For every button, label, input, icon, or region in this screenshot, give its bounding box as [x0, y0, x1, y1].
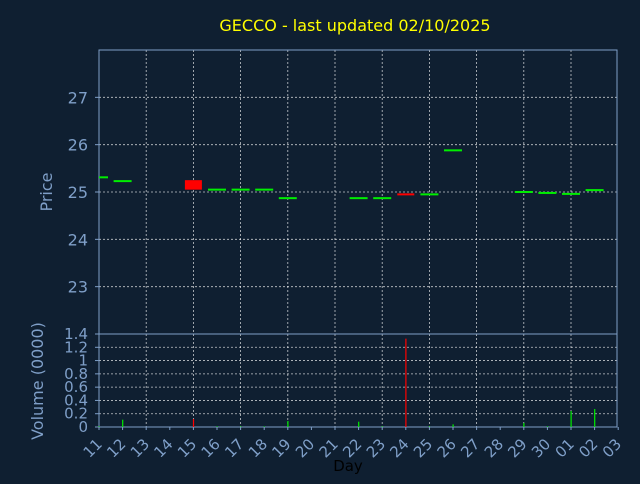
- price-candle: [278, 197, 297, 200]
- volume-bar: [240, 426, 242, 427]
- x-tick-label: 17: [221, 435, 247, 461]
- volume-bar: [405, 338, 407, 427]
- volume-bar: [263, 426, 265, 427]
- x-tick-label: 16: [198, 435, 224, 461]
- price-candle: [255, 188, 274, 191]
- x-tick-label: 13: [127, 435, 153, 461]
- volume-bar: [570, 411, 572, 427]
- volume-bar: [287, 421, 289, 427]
- volume-y-tick-label: 1: [78, 352, 88, 370]
- chart-title: GECCO - last updated 02/10/2025: [219, 16, 490, 35]
- x-tick-label: 19: [268, 435, 294, 461]
- x-axis-label: Day: [333, 457, 363, 475]
- volume-y-tick-label: 1.4: [64, 325, 88, 343]
- volume-bar: [523, 423, 525, 427]
- x-tick-label: 24: [386, 435, 412, 461]
- price-axis-label: Price: [37, 172, 56, 211]
- volume-bar: [192, 419, 195, 427]
- price-panel: 23 24 25 26 27 Price: [37, 49, 618, 335]
- volume-axis-label: Volume (0000): [28, 322, 47, 440]
- price-candle: [420, 193, 439, 196]
- price-y-tick-label: 25: [68, 183, 88, 202]
- price-candle: [514, 191, 533, 193]
- price-candle: [397, 193, 415, 196]
- price-candle: [349, 197, 368, 200]
- price-y-tick-label: 23: [68, 278, 88, 297]
- volume-y-tick-label: 0.6: [64, 378, 88, 396]
- price-candle: [208, 188, 226, 191]
- volume-bar: [546, 426, 549, 427]
- volume-plot-frame: [98, 333, 618, 428]
- volume-bar: [98, 426, 100, 427]
- price-candle: [562, 192, 580, 195]
- volume-y-tick-label: 0: [78, 418, 88, 436]
- price-candle: [585, 189, 604, 192]
- price-y-tick-label: 27: [68, 88, 88, 107]
- x-tick-label: 25: [410, 435, 436, 461]
- volume-bar: [122, 419, 124, 427]
- price-candles: [99, 149, 604, 200]
- x-tick-label: 18: [245, 435, 271, 461]
- price-y-tick-label: 26: [68, 136, 88, 155]
- volume-bar: [428, 426, 431, 427]
- volume-y-tick-label: 0.4: [64, 391, 88, 409]
- x-tick-label: 29: [504, 435, 530, 461]
- price-candle: [113, 180, 132, 183]
- price-candle: [184, 180, 202, 190]
- x-tick-label: 03: [599, 435, 625, 461]
- volume-bar: [381, 426, 383, 427]
- x-tick-label: 23: [363, 435, 389, 461]
- price-candle: [444, 149, 462, 152]
- volume-bar: [216, 426, 218, 427]
- volume-y-ticks: 00.20.40.60.811.21.4: [64, 325, 99, 436]
- x-tick-label: 30: [528, 435, 554, 461]
- volume-bar: [594, 409, 596, 427]
- x-tick-label: 11: [80, 435, 106, 461]
- volume-y-tick-label: 0.8: [64, 365, 88, 383]
- x-tick-label: 15: [174, 435, 200, 461]
- price-y-tick-label: 24: [68, 230, 88, 249]
- price-candle: [373, 197, 392, 200]
- price-candle: [538, 191, 557, 194]
- volume-y-tick-label: 0.2: [64, 405, 88, 423]
- x-tick-label: 12: [103, 435, 129, 461]
- x-tick-label: 14: [150, 435, 176, 461]
- x-tick-label: 20: [292, 435, 318, 461]
- volume-bar: [452, 424, 454, 427]
- volume-y-tick-label: 1.2: [64, 338, 88, 356]
- x-tick-label: 27: [457, 435, 483, 461]
- price-y-ticks: 23 24 25 26 27: [68, 88, 99, 297]
- price-candle: [99, 176, 108, 179]
- x-tick-label: 01: [552, 435, 578, 461]
- x-tick-label: 28: [481, 435, 507, 461]
- volume-bars: [98, 338, 596, 427]
- x-tick-label: 26: [434, 435, 460, 461]
- volume-panel: 00.20.40.60.811.21.4 Volume (0000): [28, 322, 618, 440]
- volume-bar: [358, 421, 360, 427]
- x-tick-label: 02: [575, 435, 601, 461]
- price-candle: [231, 188, 250, 191]
- volume-grid: [99, 334, 617, 427]
